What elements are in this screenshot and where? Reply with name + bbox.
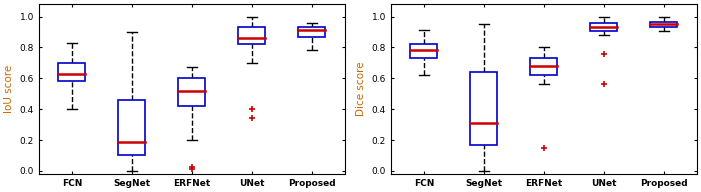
Bar	[118, 100, 145, 156]
Bar	[58, 63, 86, 81]
Bar	[531, 58, 557, 75]
Bar	[590, 23, 618, 31]
Bar	[179, 78, 205, 106]
Bar	[470, 72, 497, 145]
Y-axis label: Dice score: Dice score	[356, 62, 366, 116]
Bar	[238, 27, 266, 44]
Bar	[410, 44, 437, 58]
Bar	[299, 27, 325, 37]
Y-axis label: IoU score: IoU score	[4, 65, 14, 113]
Bar	[651, 22, 677, 27]
